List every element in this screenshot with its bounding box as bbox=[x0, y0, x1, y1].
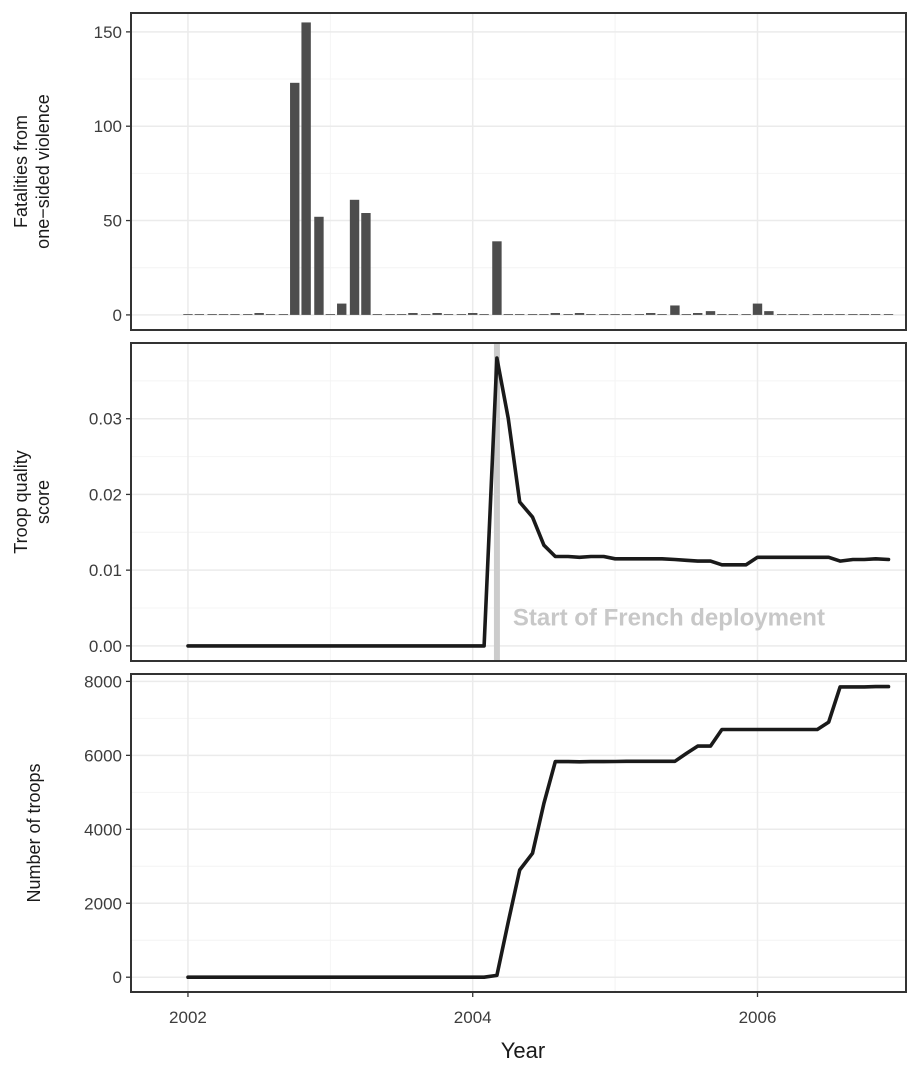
bar bbox=[479, 314, 489, 315]
bar bbox=[230, 314, 240, 315]
bar bbox=[610, 314, 620, 315]
bar bbox=[634, 314, 645, 315]
panel-border bbox=[130, 673, 907, 993]
bar bbox=[812, 314, 822, 315]
bar bbox=[777, 314, 787, 315]
y-tick-label: 8000 bbox=[84, 672, 122, 691]
bar bbox=[621, 314, 632, 315]
bar bbox=[243, 314, 253, 315]
bar bbox=[586, 314, 596, 315]
panel-troop-quality: 0.00 0.01 0.02 0.03 Troop quality score Start … bbox=[11, 342, 907, 662]
y-tick-label: 0.02 bbox=[89, 485, 122, 504]
bar bbox=[799, 314, 810, 315]
bar bbox=[670, 305, 680, 315]
bar bbox=[681, 314, 692, 315]
bar bbox=[183, 314, 193, 315]
y-axis-title: Number of troops bbox=[24, 763, 44, 902]
y-tick-label: 0 bbox=[113, 306, 122, 325]
y-tick-label: 4000 bbox=[84, 820, 122, 839]
y-axis-title: Fatalities from bbox=[11, 115, 31, 228]
bar bbox=[657, 314, 667, 315]
y-tick-label: 0.03 bbox=[89, 410, 122, 429]
bar bbox=[728, 314, 738, 315]
bar bbox=[301, 22, 311, 315]
x-tick-label: 2006 bbox=[739, 1008, 777, 1027]
x-axis: 2002 2004 2006 bbox=[169, 992, 776, 1027]
x-tick-label: 2004 bbox=[454, 1008, 492, 1027]
bar bbox=[337, 303, 347, 315]
y-tick-label: 0.00 bbox=[89, 637, 122, 656]
bar bbox=[550, 313, 561, 315]
bar bbox=[752, 303, 763, 315]
bar bbox=[278, 314, 289, 315]
x-tick-label: 2002 bbox=[169, 1008, 207, 1027]
series-line bbox=[186, 356, 891, 648]
bar bbox=[859, 314, 869, 315]
y-tick-label: 2000 bbox=[84, 894, 122, 913]
bar bbox=[870, 314, 881, 315]
bar bbox=[385, 314, 395, 315]
y-axis-title: score bbox=[33, 480, 53, 524]
y-tick-label: 50 bbox=[103, 212, 122, 231]
bar bbox=[372, 314, 383, 315]
bar bbox=[574, 313, 585, 315]
bar bbox=[599, 314, 609, 315]
y-tick-label: 100 bbox=[94, 117, 122, 136]
bar bbox=[788, 314, 798, 315]
bar bbox=[646, 313, 656, 315]
bar bbox=[741, 314, 751, 315]
bar bbox=[492, 241, 502, 315]
bar bbox=[408, 313, 418, 315]
bar bbox=[539, 314, 549, 315]
bar bbox=[194, 314, 205, 315]
y-axis-title: Troop quality bbox=[11, 450, 31, 553]
bar bbox=[848, 314, 858, 315]
bar bbox=[265, 314, 276, 315]
bar bbox=[207, 314, 217, 315]
bar bbox=[254, 313, 264, 315]
bar bbox=[456, 314, 467, 315]
bar bbox=[717, 314, 727, 315]
y-axis-title: one−sided violence bbox=[33, 94, 53, 249]
panel-border bbox=[130, 342, 907, 662]
series-line bbox=[186, 684, 891, 979]
bar bbox=[883, 314, 894, 315]
panel-border bbox=[130, 12, 907, 331]
bar bbox=[396, 314, 407, 315]
bar bbox=[527, 314, 538, 315]
bar bbox=[563, 314, 573, 315]
bar bbox=[443, 314, 454, 315]
bar bbox=[432, 313, 442, 315]
bar bbox=[515, 314, 525, 315]
deployment-annotation: Start of French deployment bbox=[513, 604, 825, 631]
bar bbox=[421, 314, 431, 315]
panel-fatalities: 0 50 100 150 Fatalities from one−sided violen… bbox=[11, 12, 907, 331]
y-tick-label: 150 bbox=[94, 23, 122, 42]
bar bbox=[314, 216, 324, 315]
bar bbox=[468, 313, 478, 315]
y-tick-label: 0 bbox=[113, 968, 122, 987]
bar bbox=[835, 314, 845, 315]
y-tick-label: 6000 bbox=[84, 746, 122, 765]
bar bbox=[705, 311, 716, 315]
bar bbox=[290, 82, 300, 315]
x-axis-title: Year bbox=[501, 1038, 545, 1063]
bar bbox=[361, 213, 371, 315]
bar bbox=[218, 314, 229, 315]
panel-troop-count: 0 2000 4000 6000 8000 Number of troops bbox=[24, 672, 907, 993]
bar bbox=[823, 314, 834, 315]
bar bbox=[503, 314, 514, 315]
bar bbox=[692, 313, 703, 315]
y-tick-label: 0.01 bbox=[89, 561, 122, 580]
bar bbox=[325, 314, 336, 315]
bar bbox=[764, 311, 774, 315]
bar bbox=[349, 199, 360, 315]
